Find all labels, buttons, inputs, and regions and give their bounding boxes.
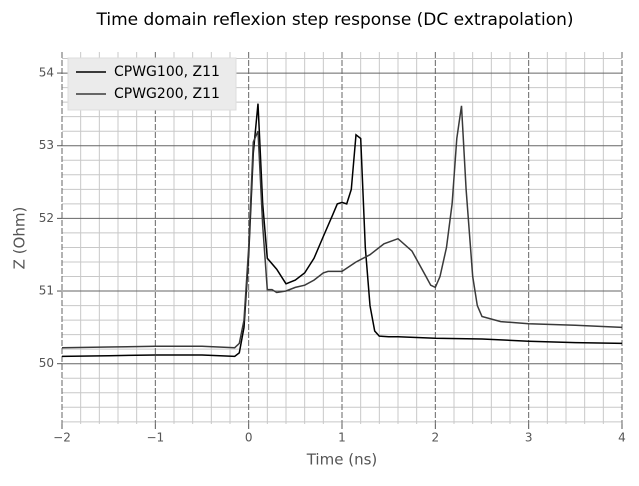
x-tick-label: −1 — [146, 431, 164, 445]
legend-label: CPWG200, Z11 — [114, 86, 220, 102]
legend-label: CPWG100, Z11 — [114, 64, 220, 80]
legend-box — [67, 57, 237, 111]
x-tick-label: 0 — [245, 431, 253, 445]
y-tick-label: 51 — [39, 284, 54, 298]
chart-title: Time domain reflexion step response (DC … — [96, 10, 574, 30]
x-axis-label: Time (ns) — [306, 451, 378, 469]
x-tick-label: 1 — [338, 431, 346, 445]
y-tick-label: 50 — [39, 356, 54, 370]
y-axis-label: Z (Ohm) — [11, 207, 29, 270]
x-tick-label: 2 — [432, 431, 440, 445]
y-tick-label: 52 — [39, 211, 54, 225]
x-tick-label: −2 — [53, 431, 71, 445]
series-line — [61, 105, 623, 349]
y-tick-label: 53 — [39, 138, 54, 152]
series-line — [61, 103, 623, 358]
x-tick-label: 3 — [525, 431, 533, 445]
x-tick-label: 4 — [618, 431, 626, 445]
y-tick-label: 54 — [39, 66, 54, 80]
